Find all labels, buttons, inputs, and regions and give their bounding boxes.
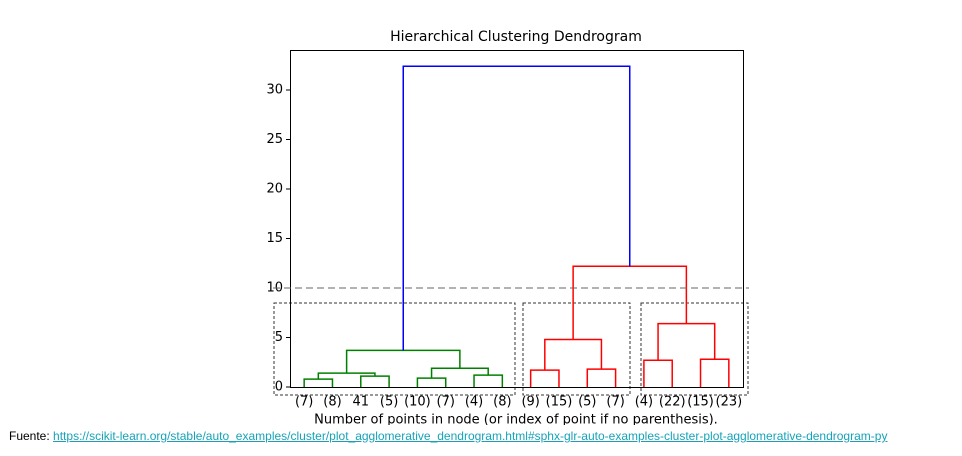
leaf-label: (7) [295,395,313,410]
leaf-label: (23) [716,395,743,410]
leaf-label: (5) [380,395,398,410]
chart-title: Hierarchical Clustering Dendrogram [390,29,642,45]
dendrogram-link [586,368,617,387]
leaf-label: (9) [521,395,539,410]
dendrogram-link [699,358,730,387]
source-link[interactable]: https://scikit-learn.org/stable/auto_exa… [53,429,888,443]
leaf-label: (4) [635,395,653,410]
leaf-label: (15) [546,395,573,410]
leaf-label: 41 [353,395,370,410]
plot-frame [290,50,744,388]
cluster-boxes [273,302,749,396]
y-tick-label: 30 [266,82,283,97]
y-tick-label: 0 [275,380,283,395]
dendrogram-link [430,367,489,379]
source-line: Fuente: https://scikit-learn.org/stable/… [9,429,887,443]
leaf-label: (10) [404,395,431,410]
cluster-box [640,302,749,396]
dendrogram-link [643,359,673,387]
dendrogram-link [402,65,631,351]
y-tick-label: 5 [275,330,283,345]
dendrogram-link [544,338,603,371]
cluster-box [273,302,516,396]
dendrogram-link [572,265,688,340]
leaf-label: (8) [323,395,341,410]
y-tick-label: 15 [266,231,283,246]
leaf-label: (4) [465,395,483,410]
leaf-label: (5) [578,395,596,410]
dendrogram-link [345,349,461,374]
dendrogram-link [529,369,560,387]
cluster-box [522,302,631,396]
leaf-label: (15) [687,395,714,410]
source-prefix: Fuente: [9,429,50,443]
dendrogram-link [360,375,390,387]
y-tick-label: 20 [266,181,283,196]
y-tick-label: 25 [266,132,283,147]
leaf-label: (7) [437,395,455,410]
dendrogram-link [416,377,447,387]
dendrogram-link [473,374,504,387]
leaf-label: (7) [606,395,624,410]
dendrogram-link [303,378,334,387]
leaf-label: (8) [493,395,511,410]
dendrogram-link [657,322,716,361]
x-axis-label: Number of points in node (or index of po… [314,413,718,426]
chart: Hierarchical Clustering Dendrogram Numbe… [266,29,749,426]
leaf-label: (22) [659,395,686,410]
dendrogram-link [317,372,376,380]
